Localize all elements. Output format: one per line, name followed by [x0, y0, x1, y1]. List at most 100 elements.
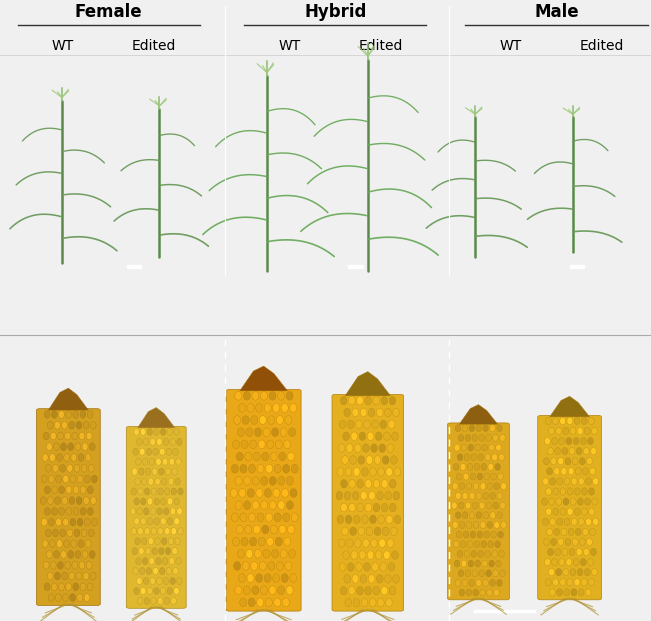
Ellipse shape: [484, 531, 490, 538]
Ellipse shape: [481, 463, 487, 470]
Ellipse shape: [495, 541, 501, 548]
Ellipse shape: [72, 432, 77, 440]
Ellipse shape: [566, 437, 572, 445]
Ellipse shape: [48, 594, 54, 602]
Polygon shape: [240, 366, 288, 391]
Ellipse shape: [462, 579, 467, 586]
Ellipse shape: [577, 498, 583, 505]
Ellipse shape: [251, 561, 258, 570]
Ellipse shape: [557, 589, 562, 596]
Ellipse shape: [79, 432, 85, 440]
Ellipse shape: [135, 478, 141, 485]
Ellipse shape: [66, 583, 72, 591]
Ellipse shape: [465, 435, 471, 442]
Ellipse shape: [264, 489, 271, 497]
Ellipse shape: [470, 473, 476, 480]
Ellipse shape: [249, 465, 255, 473]
Ellipse shape: [232, 537, 240, 546]
Ellipse shape: [562, 548, 568, 556]
Bar: [127, 265, 141, 268]
Ellipse shape: [467, 541, 473, 548]
Ellipse shape: [64, 561, 70, 569]
Ellipse shape: [376, 574, 383, 583]
Ellipse shape: [475, 560, 480, 567]
Ellipse shape: [361, 598, 368, 607]
Ellipse shape: [559, 558, 564, 566]
Ellipse shape: [156, 558, 161, 564]
Ellipse shape: [457, 454, 463, 461]
Ellipse shape: [547, 448, 553, 455]
Ellipse shape: [150, 438, 156, 445]
Ellipse shape: [480, 589, 486, 596]
Ellipse shape: [497, 425, 503, 432]
Ellipse shape: [252, 391, 259, 400]
Ellipse shape: [53, 529, 59, 537]
Ellipse shape: [590, 468, 596, 475]
Text: WT: WT: [500, 39, 522, 53]
Ellipse shape: [353, 515, 360, 524]
Ellipse shape: [559, 437, 564, 445]
Ellipse shape: [262, 525, 269, 534]
Ellipse shape: [260, 501, 268, 510]
Ellipse shape: [243, 586, 251, 595]
Ellipse shape: [130, 508, 135, 515]
Ellipse shape: [143, 438, 148, 445]
Ellipse shape: [385, 574, 391, 583]
Ellipse shape: [500, 502, 506, 509]
Ellipse shape: [581, 488, 587, 495]
Ellipse shape: [235, 476, 242, 485]
Ellipse shape: [572, 458, 578, 465]
Ellipse shape: [339, 563, 346, 571]
Ellipse shape: [556, 498, 562, 505]
Ellipse shape: [141, 538, 147, 545]
Ellipse shape: [339, 420, 346, 428]
Ellipse shape: [465, 502, 471, 509]
Ellipse shape: [490, 492, 495, 499]
Ellipse shape: [90, 421, 96, 429]
Ellipse shape: [246, 550, 253, 558]
Ellipse shape: [571, 589, 577, 596]
Ellipse shape: [257, 465, 264, 473]
Ellipse shape: [270, 525, 277, 534]
Ellipse shape: [344, 491, 351, 500]
Ellipse shape: [480, 483, 486, 490]
Ellipse shape: [560, 508, 566, 515]
Ellipse shape: [464, 454, 470, 461]
Ellipse shape: [242, 561, 249, 570]
Ellipse shape: [155, 478, 160, 485]
Ellipse shape: [147, 518, 153, 525]
Ellipse shape: [145, 528, 150, 535]
Ellipse shape: [137, 597, 143, 604]
Ellipse shape: [83, 421, 89, 429]
Ellipse shape: [343, 432, 350, 440]
Ellipse shape: [473, 522, 478, 528]
Ellipse shape: [383, 551, 390, 560]
Ellipse shape: [243, 476, 251, 485]
Ellipse shape: [498, 473, 503, 480]
Ellipse shape: [544, 437, 550, 445]
Ellipse shape: [46, 529, 51, 537]
Ellipse shape: [574, 508, 580, 515]
Ellipse shape: [577, 427, 583, 435]
Ellipse shape: [592, 427, 598, 435]
Ellipse shape: [286, 476, 294, 485]
Ellipse shape: [286, 501, 294, 510]
Ellipse shape: [585, 518, 591, 525]
Ellipse shape: [72, 561, 77, 569]
Ellipse shape: [176, 578, 182, 584]
Ellipse shape: [55, 475, 61, 483]
Ellipse shape: [280, 428, 287, 437]
Ellipse shape: [476, 512, 482, 519]
Polygon shape: [137, 407, 175, 428]
Ellipse shape: [462, 512, 468, 519]
Ellipse shape: [381, 479, 388, 488]
Ellipse shape: [567, 579, 573, 586]
Ellipse shape: [78, 453, 84, 461]
Ellipse shape: [51, 410, 57, 419]
Ellipse shape: [64, 453, 70, 461]
Ellipse shape: [491, 531, 497, 538]
Ellipse shape: [277, 586, 284, 595]
Ellipse shape: [453, 541, 459, 548]
Ellipse shape: [87, 507, 93, 515]
Ellipse shape: [389, 479, 396, 488]
